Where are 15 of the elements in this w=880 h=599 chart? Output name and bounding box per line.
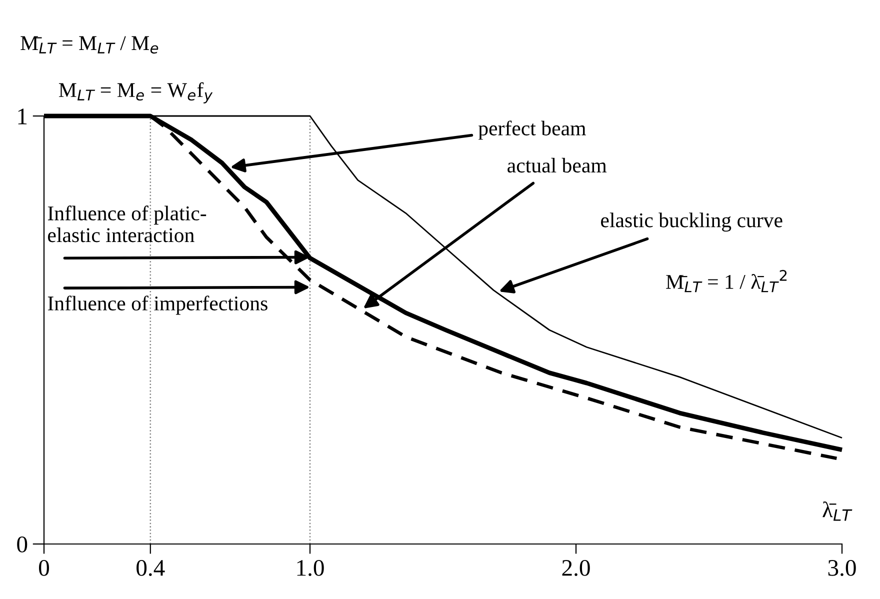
- annotation: elastic buckling curve: [601, 212, 782, 232]
- x-tick-label: 0.4: [136, 560, 165, 576]
- annotation: perfect beam: [478, 120, 586, 140]
- annotation: Influence of imperfections: [48, 296, 268, 315]
- x-tick-label: 1.0: [297, 560, 324, 576]
- x-tick-label: 3.0: [828, 560, 856, 576]
- y-axis-title: M̄$_{LT}$ = M$_{LT}$ / M$_{e}$: [20, 36, 158, 54]
- annotation: M̄$_{LT}$ = 1 / λ̄$_{LT}$$^{2}$: [666, 270, 787, 292]
- text: M$_{LT}$ = M$_{e}$ = W$_{e}$f$_{y}$: [58, 82, 213, 104]
- y-tick-label: 1: [18, 108, 27, 124]
- annotation: Influence of platic- elastic interaction: [48, 206, 206, 242]
- annotation: actual beam: [508, 158, 607, 173]
- x-tick-label: 2.0: [562, 560, 590, 576]
- x-tick-label: 0: [38, 560, 50, 576]
- x-axis-title: λ̄$_{LT}$: [822, 501, 852, 521]
